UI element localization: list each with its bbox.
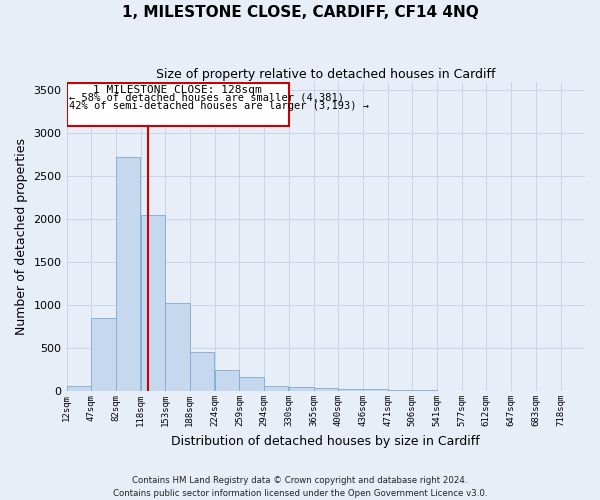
Bar [91,318,116,391]
Bar [239,378,264,391]
Text: 42% of semi-detached houses are larger (3,193) →: 42% of semi-detached houses are larger (… [70,100,370,110]
Bar [338,389,362,391]
Bar [264,386,289,391]
Bar [67,83,289,126]
Bar [141,215,165,391]
Text: 1 MILESTONE CLOSE: 128sqm: 1 MILESTONE CLOSE: 128sqm [94,84,262,94]
Bar [67,386,91,391]
Bar [116,158,140,391]
Bar [412,390,437,391]
Bar [314,388,338,391]
Title: Size of property relative to detached houses in Cardiff: Size of property relative to detached ho… [156,68,496,80]
Bar [388,390,412,391]
Bar [289,388,314,391]
Text: Contains HM Land Registry data © Crown copyright and database right 2024.
Contai: Contains HM Land Registry data © Crown c… [113,476,487,498]
X-axis label: Distribution of detached houses by size in Cardiff: Distribution of detached houses by size … [172,434,480,448]
Bar [363,390,388,391]
Y-axis label: Number of detached properties: Number of detached properties [15,138,28,335]
Text: 1, MILESTONE CLOSE, CARDIFF, CF14 4NQ: 1, MILESTONE CLOSE, CARDIFF, CF14 4NQ [122,5,478,20]
Text: ← 58% of detached houses are smaller (4,381): ← 58% of detached houses are smaller (4,… [70,93,344,103]
Bar [190,352,214,391]
Bar [165,304,190,391]
Bar [215,370,239,391]
